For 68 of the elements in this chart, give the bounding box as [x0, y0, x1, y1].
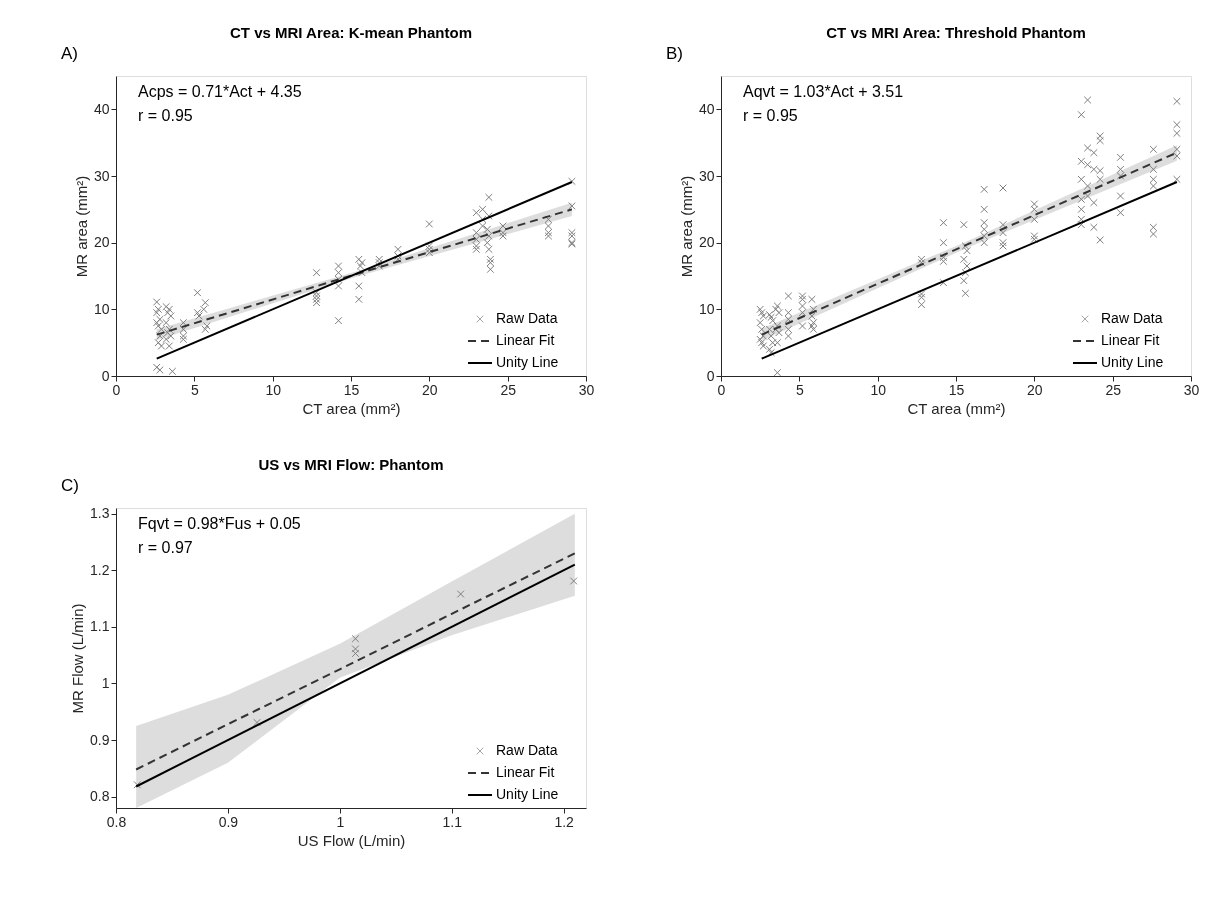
- x-tick-label: 1.1: [442, 813, 463, 830]
- y-tick-label: 0: [706, 367, 715, 384]
- y-tick-label: 1.3: [90, 505, 110, 522]
- legend-label: Linear Fit: [1101, 332, 1160, 348]
- point: [351, 649, 360, 658]
- x-tick-label: 5: [190, 381, 199, 398]
- x-tick-label: 20: [1027, 381, 1043, 398]
- x-axis-title: CT area (mm²): [907, 399, 1006, 417]
- x-tick-label: 30: [578, 381, 595, 398]
- y-tick-label: 20: [698, 234, 715, 251]
- x-tick-label: 0: [112, 381, 121, 398]
- point: [133, 780, 142, 789]
- y-axis-title: MR Flow (L/min): [69, 603, 87, 714]
- point: [456, 590, 465, 598]
- x-tick-label: 15: [948, 381, 965, 398]
- x-axis-title: US Flow (L/min): [297, 831, 406, 849]
- annotation: Fqvt = 0.98*Fus + 0.05: [138, 515, 301, 532]
- point: [253, 718, 261, 727]
- text: C): [61, 476, 79, 495]
- x-axis-title: CT area (mm²): [302, 399, 401, 417]
- x-tick-label: 20: [422, 381, 438, 398]
- text: A): [61, 44, 78, 63]
- x-tick-label: 1.2: [554, 813, 575, 830]
- point: [351, 645, 360, 653]
- annotation: r = 0.95: [743, 107, 798, 124]
- x-tick-label: 5: [795, 381, 804, 398]
- y-axis-title: MR area (mm²): [72, 175, 90, 278]
- y-tick-label: 1: [101, 674, 110, 691]
- chart-title: CT vs MRI Area: Threshold Phantom: [826, 24, 1086, 41]
- legend-label: Linear Fit: [496, 764, 555, 780]
- y-tick-label: 1.2: [90, 561, 110, 578]
- legend-label: Raw Data: [496, 310, 558, 326]
- x-tick-label: 0.9: [218, 813, 239, 830]
- legend-label: Linear Fit: [496, 332, 555, 348]
- annotation: r = 0.97: [138, 539, 193, 556]
- chart-title: US vs MRI Flow: Phantom: [258, 456, 444, 473]
- legend-label: Unity Line: [496, 786, 559, 802]
- point: [569, 577, 578, 585]
- y-tick-label: 20: [93, 234, 110, 251]
- y-axis-title: MR area (mm²): [677, 175, 695, 278]
- y-tick-label: 0.8: [90, 788, 110, 805]
- annotation: r = 0.95: [138, 107, 193, 124]
- y-tick-label: 1.1: [90, 618, 110, 635]
- y-tick-label: 40: [698, 100, 715, 117]
- y-tick-label: 10: [93, 300, 110, 317]
- x-tick-label: 30: [1183, 381, 1200, 398]
- y-tick-label: 10: [698, 300, 715, 317]
- x-tick-label: 25: [500, 381, 517, 398]
- x-tick-label: 10: [265, 381, 282, 398]
- annotation: Acps = 0.71*Act + 4.35: [138, 83, 302, 100]
- x-tick-label: 15: [343, 381, 360, 398]
- x-tick-label: 1: [336, 813, 345, 830]
- point: [351, 634, 360, 643]
- y-tick-label: 0: [101, 367, 110, 384]
- y-tick-label: 30: [93, 167, 110, 184]
- y-tick-label: 40: [93, 100, 110, 117]
- legend-label: Unity Line: [1101, 354, 1164, 370]
- y-tick-label: 0.9: [90, 731, 110, 748]
- y-tick-label: 30: [698, 167, 715, 184]
- x-tick-label: 10: [870, 381, 887, 398]
- legend-label: Unity Line: [496, 354, 559, 370]
- text: B): [666, 44, 683, 63]
- x-tick-label: 0: [717, 381, 726, 398]
- legend-label: Raw Data: [496, 742, 558, 758]
- x-tick-label: 25: [1105, 381, 1122, 398]
- legend-label: Raw Data: [1101, 310, 1163, 326]
- annotation: Aqvt = 1.03*Act + 3.51: [743, 83, 904, 100]
- chart-title: CT vs MRI Area: K-mean Phantom: [230, 24, 472, 41]
